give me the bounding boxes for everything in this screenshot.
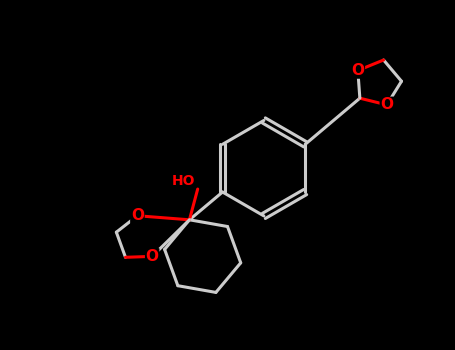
Text: HO: HO <box>172 174 195 188</box>
Text: O: O <box>131 208 144 223</box>
Text: O: O <box>351 63 364 78</box>
Text: O: O <box>146 249 159 264</box>
Text: O: O <box>380 97 393 112</box>
